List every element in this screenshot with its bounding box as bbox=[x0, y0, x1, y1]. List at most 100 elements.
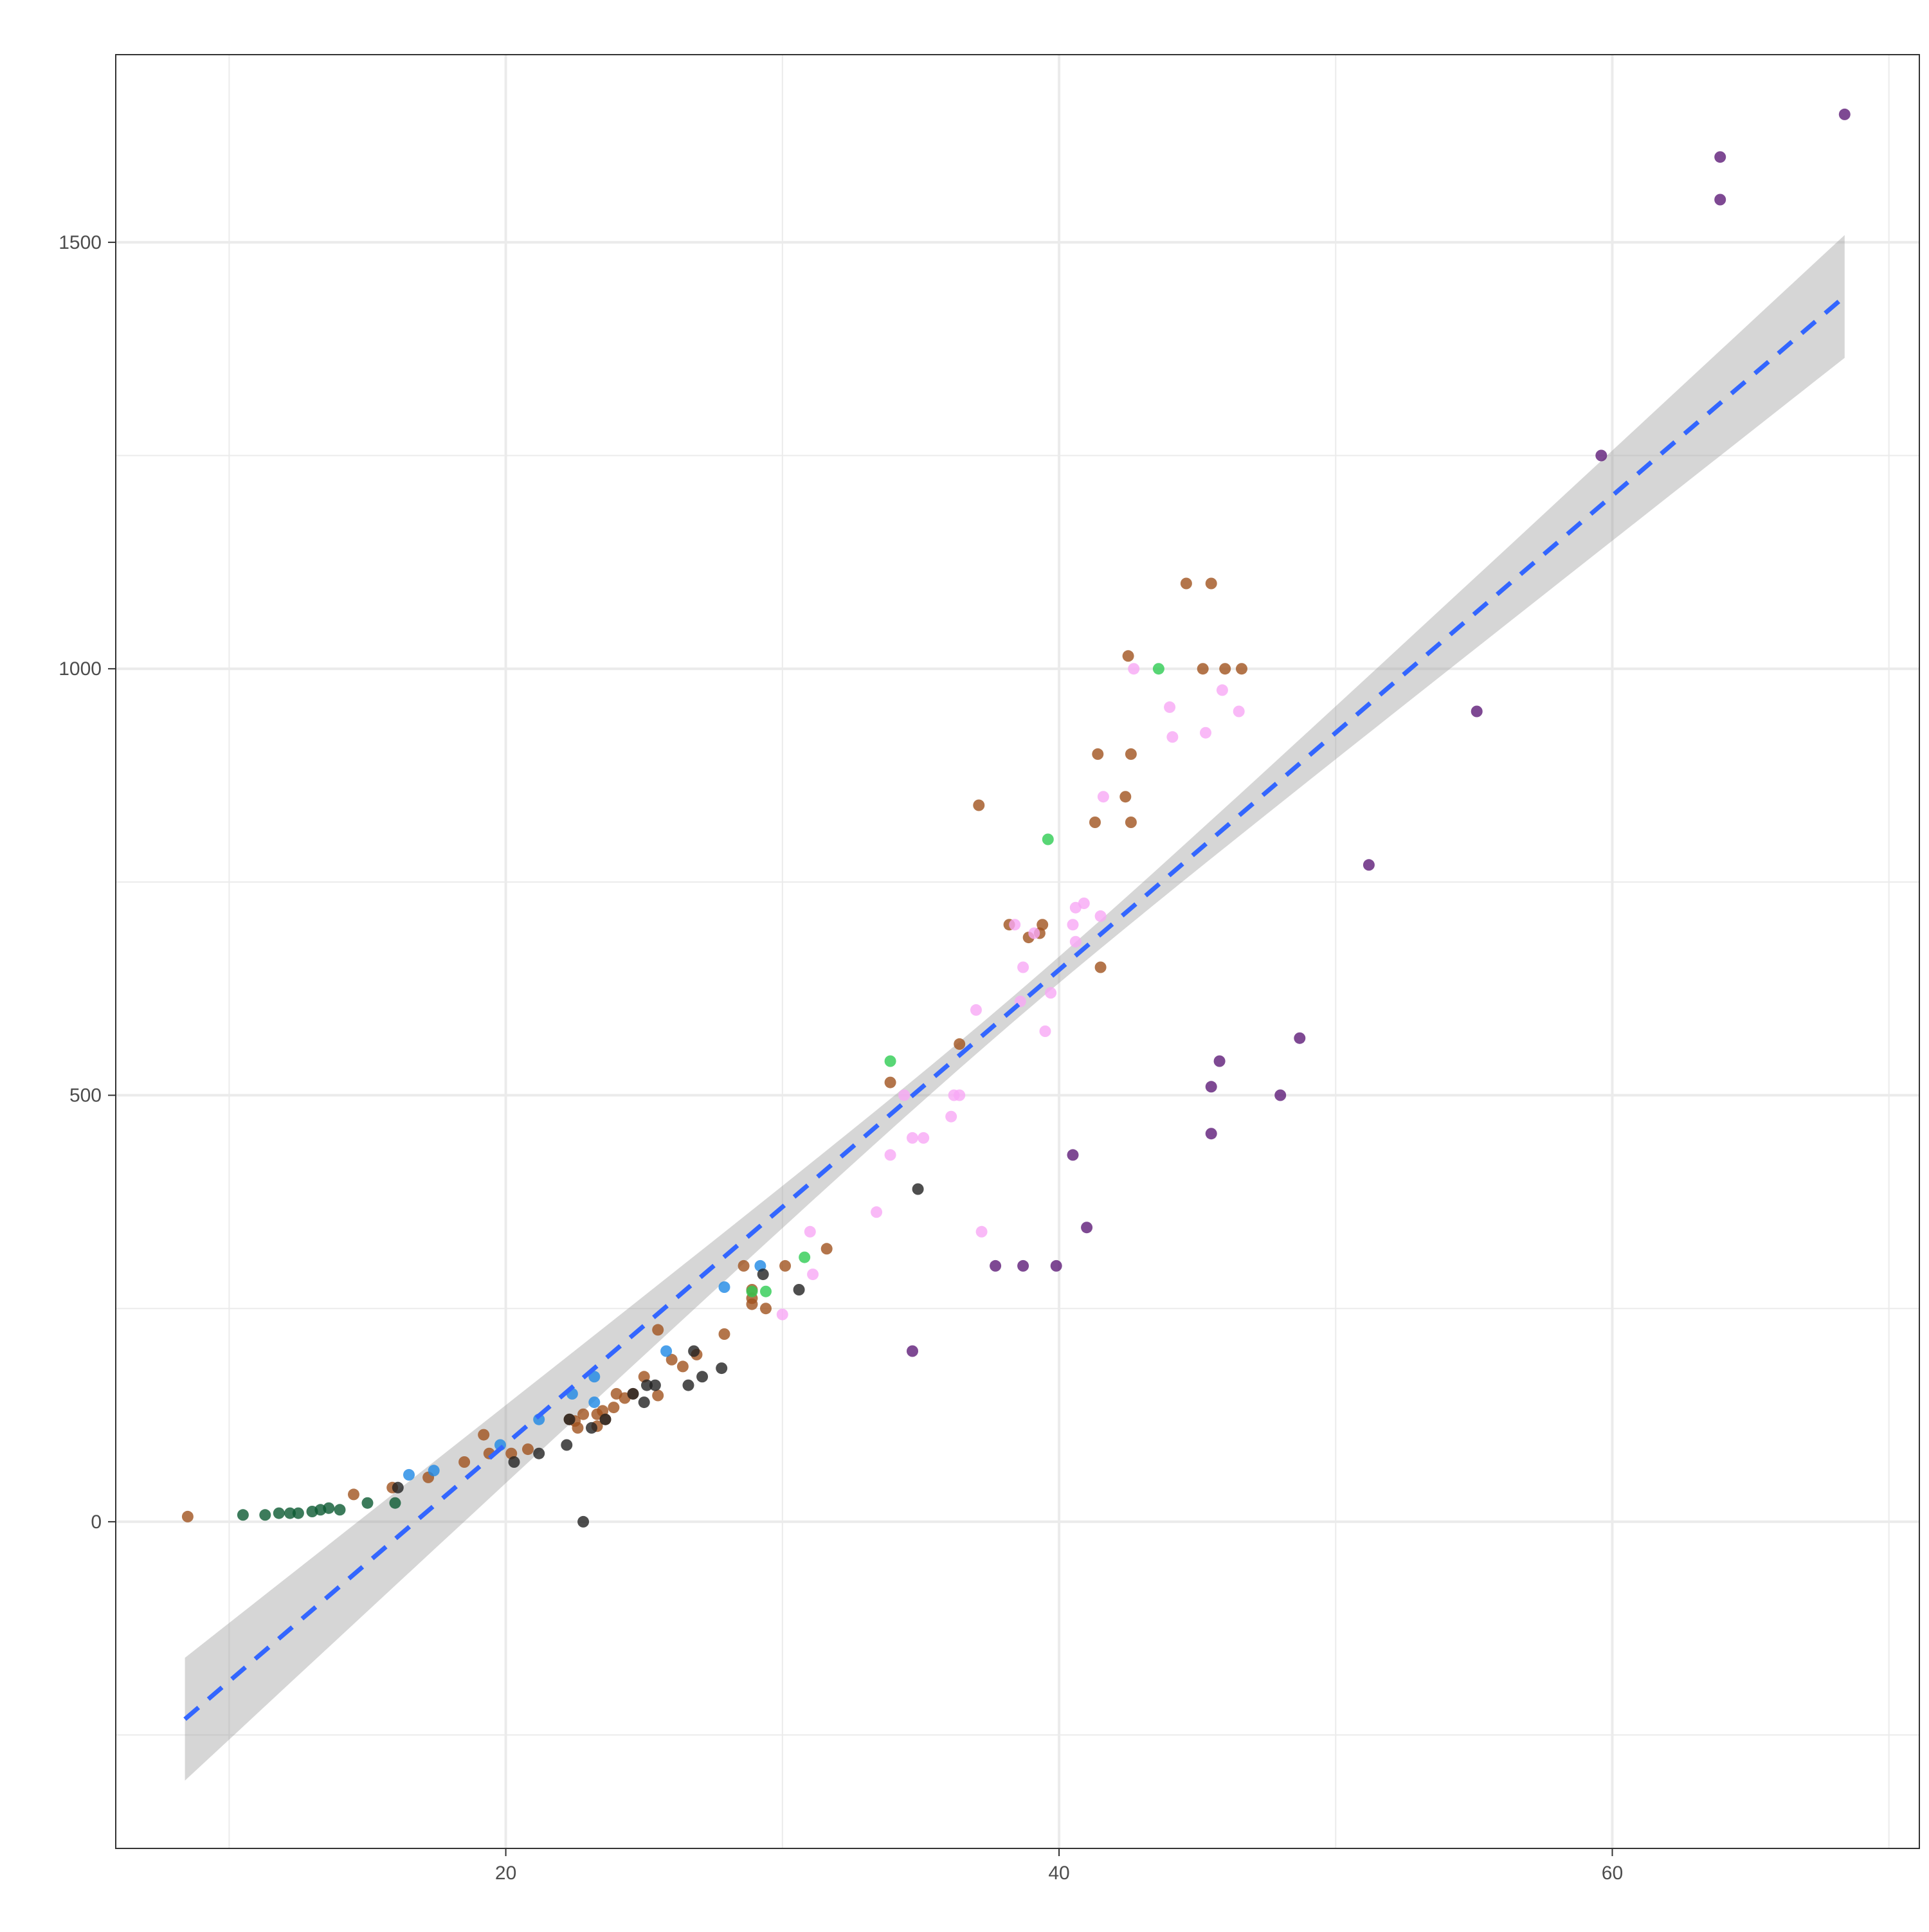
data-point-brown bbox=[1089, 817, 1101, 828]
data-point-purple bbox=[1205, 1081, 1217, 1093]
data-point-blue bbox=[718, 1281, 730, 1293]
data-point-black bbox=[649, 1379, 661, 1391]
data-point-purple bbox=[1294, 1032, 1306, 1044]
data-point-pink bbox=[804, 1225, 816, 1238]
data-point-black bbox=[716, 1362, 728, 1375]
data-point-black bbox=[682, 1379, 694, 1391]
data-point-pink bbox=[1045, 987, 1057, 999]
data-point-black bbox=[599, 1413, 611, 1425]
x-tick-label: 20 bbox=[495, 1863, 516, 1884]
data-point-pink bbox=[1166, 731, 1179, 743]
data-point-dark_green bbox=[237, 1509, 249, 1521]
data-point-blue bbox=[403, 1468, 415, 1481]
y-axis: 0 500 1000 1500 bbox=[59, 232, 116, 1533]
data-point-brown bbox=[522, 1443, 534, 1456]
data-point-pink bbox=[776, 1308, 788, 1321]
data-point-brown bbox=[820, 1243, 833, 1255]
data-point-pink bbox=[1069, 935, 1082, 948]
data-point-dark_green bbox=[323, 1502, 335, 1514]
data-point-brown bbox=[478, 1429, 490, 1441]
data-point-pink bbox=[898, 1089, 910, 1101]
data-point-black bbox=[793, 1284, 805, 1296]
data-point-pink bbox=[807, 1268, 819, 1281]
data-point-black bbox=[696, 1371, 709, 1383]
data-point-pink bbox=[871, 1206, 883, 1218]
data-point-black bbox=[586, 1422, 597, 1434]
data-point-black bbox=[563, 1413, 575, 1425]
data-point-dark_green bbox=[259, 1509, 271, 1521]
data-point-brown bbox=[652, 1324, 664, 1336]
data-point-pink bbox=[970, 1004, 982, 1016]
data-point-pink bbox=[954, 1089, 966, 1101]
data-point-black bbox=[688, 1345, 700, 1357]
y-tick-label: 500 bbox=[69, 1085, 102, 1106]
data-point-purple bbox=[907, 1345, 918, 1357]
minor-gridlines bbox=[116, 55, 1919, 1848]
y-tick-label: 1500 bbox=[59, 232, 102, 253]
data-point-purple bbox=[1050, 1259, 1062, 1272]
data-point-pink bbox=[1094, 910, 1107, 922]
data-point-green bbox=[799, 1251, 811, 1263]
trend-line-layer bbox=[183, 294, 1847, 1721]
data-point-black bbox=[392, 1481, 404, 1494]
data-point-brown bbox=[718, 1328, 730, 1340]
data-point-brown bbox=[973, 799, 985, 811]
y-tick-label: 1000 bbox=[59, 658, 102, 680]
data-point-black bbox=[912, 1183, 924, 1195]
data-point-brown bbox=[577, 1408, 590, 1420]
data-point-green bbox=[746, 1285, 758, 1297]
panel-border bbox=[115, 54, 1920, 1849]
data-point-pink bbox=[1017, 961, 1029, 973]
data-point-purple bbox=[1067, 1149, 1079, 1161]
data-point-purple bbox=[1595, 449, 1608, 462]
data-point-brown bbox=[1219, 663, 1231, 675]
data-point-black bbox=[627, 1387, 639, 1400]
data-point-purple bbox=[1714, 151, 1726, 163]
data-point-brown bbox=[1197, 663, 1209, 675]
data-point-brown bbox=[1122, 650, 1134, 662]
x-tick-label: 60 bbox=[1602, 1863, 1623, 1884]
data-point-brown bbox=[1094, 961, 1107, 973]
data-point-purple bbox=[1213, 1055, 1226, 1067]
data-point-green bbox=[884, 1055, 896, 1067]
data-point-purple bbox=[1363, 859, 1375, 871]
data-point-purple bbox=[1081, 1222, 1093, 1234]
data-point-pink bbox=[1009, 919, 1021, 931]
data-point-brown bbox=[181, 1510, 194, 1522]
data-point-pink bbox=[1078, 898, 1090, 909]
data-point-dark_green bbox=[284, 1507, 296, 1519]
data-point-black bbox=[508, 1456, 520, 1468]
data-point-pink bbox=[1200, 727, 1211, 739]
y-tick-label: 0 bbox=[91, 1512, 102, 1533]
data-point-purple bbox=[1205, 1128, 1217, 1140]
data-point-brown bbox=[608, 1402, 620, 1414]
data-point-brown bbox=[348, 1488, 359, 1501]
data-point-green bbox=[1042, 833, 1054, 845]
data-point-blue bbox=[588, 1396, 601, 1409]
data-point-dark_green bbox=[273, 1507, 285, 1519]
data-point-dark_green bbox=[292, 1507, 304, 1519]
data-point-purple bbox=[1274, 1089, 1287, 1101]
x-axis: 20 40 60 bbox=[495, 1848, 1623, 1884]
data-point-pink bbox=[1164, 701, 1176, 713]
data-point-pink bbox=[1128, 663, 1140, 675]
data-point-brown bbox=[1037, 919, 1049, 931]
data-point-purple bbox=[990, 1259, 1002, 1272]
data-point-brown bbox=[1092, 748, 1104, 760]
data-point-pink bbox=[907, 1132, 918, 1144]
data-point-pink bbox=[884, 1149, 896, 1161]
major-gridlines bbox=[116, 55, 1919, 1848]
data-point-dark_green bbox=[334, 1504, 346, 1516]
data-point-brown bbox=[572, 1422, 584, 1434]
data-point-brown bbox=[760, 1303, 772, 1315]
data-point-pink bbox=[1028, 927, 1040, 939]
data-point-black bbox=[577, 1515, 590, 1528]
data-point-brown bbox=[1125, 748, 1137, 760]
data-point-brown bbox=[738, 1259, 750, 1272]
data-point-pink bbox=[1039, 1025, 1051, 1037]
data-point-pink bbox=[975, 1225, 988, 1238]
data-point-purple bbox=[1471, 705, 1483, 718]
data-point-brown bbox=[1119, 791, 1132, 803]
data-point-black bbox=[757, 1268, 769, 1281]
